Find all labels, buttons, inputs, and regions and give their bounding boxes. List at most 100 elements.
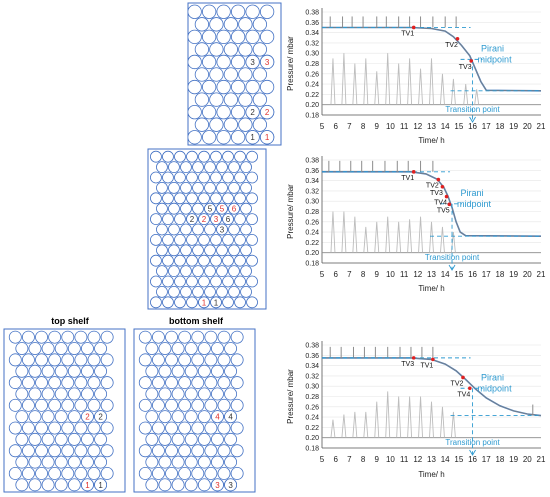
vial — [194, 92, 210, 107]
vial — [191, 376, 205, 390]
transition-point-label: Transition point — [445, 438, 500, 447]
x-tick-label: 9 — [375, 270, 380, 279]
vial-tray-diagrams: 3 32 21 15 5 62 2 3 631 12 21 14 43 3 — [3, 2, 282, 493]
vial — [216, 54, 231, 70]
vial-label: 6 — [232, 205, 237, 214]
vial — [234, 213, 246, 226]
vial — [138, 376, 152, 390]
vial — [165, 398, 179, 412]
vial — [217, 330, 231, 344]
vial — [80, 432, 94, 446]
vial — [48, 330, 62, 344]
vial — [178, 330, 192, 344]
vial — [178, 398, 192, 412]
y-tick-label: 0.32 — [305, 40, 319, 47]
marked-vial — [245, 130, 260, 145]
capacitance-spike — [374, 401, 380, 438]
vial — [156, 223, 168, 236]
vial — [259, 79, 275, 95]
midpoint-label: midpoint — [457, 199, 492, 209]
vial — [230, 421, 244, 435]
vial — [246, 150, 258, 163]
pressure-chart-3: 0.18 0.20 0.22 0.24 0.26 0.28 0.30 0.32 0.34 0.36… — [286, 341, 546, 479]
vial — [180, 161, 192, 174]
vial-label: 5 — [208, 205, 213, 214]
vial — [210, 233, 222, 246]
vial — [165, 330, 179, 344]
y-tick-label: 0.30 — [305, 384, 319, 391]
vial — [240, 181, 252, 194]
vial — [223, 117, 239, 132]
midpoint-label: midpoint — [478, 54, 513, 64]
vial — [198, 171, 210, 184]
vial — [35, 353, 49, 367]
vial — [48, 376, 62, 390]
midpoint-label: midpoint — [478, 383, 513, 393]
x-tick-label: 8 — [361, 270, 366, 279]
vial — [238, 117, 253, 132]
vial — [230, 79, 246, 95]
vial — [178, 444, 192, 458]
vial — [21, 376, 35, 390]
vial — [41, 387, 55, 401]
marked-vial — [259, 104, 275, 120]
x-axis-title: Time/ h — [418, 470, 444, 479]
vial — [246, 213, 258, 226]
vial — [194, 67, 210, 82]
vial — [156, 181, 168, 194]
vial — [171, 387, 185, 401]
x-tick-label: 8 — [361, 455, 366, 464]
capacitance-spike — [418, 216, 423, 253]
vial-label: 1 — [202, 298, 207, 307]
tv-point — [411, 170, 416, 174]
vial — [240, 285, 252, 298]
vial — [100, 330, 114, 344]
vial — [197, 455, 211, 469]
vial — [48, 398, 62, 412]
marked-vial — [80, 410, 94, 424]
vial — [171, 455, 185, 469]
vial — [8, 467, 22, 480]
vial — [210, 192, 222, 205]
vial — [222, 275, 234, 288]
y-tick-label: 0.28 — [305, 394, 319, 401]
vial — [180, 181, 192, 194]
vial — [197, 342, 211, 355]
capacitance-spike — [352, 216, 358, 253]
x-tick-label: 5 — [320, 270, 325, 279]
vial — [228, 181, 240, 194]
y-tick-label: 0.26 — [305, 404, 319, 411]
vial — [162, 233, 174, 246]
vial — [197, 432, 211, 446]
vial-label: 1 — [98, 481, 103, 490]
x-tick-label: 10 — [386, 270, 395, 279]
vial — [234, 233, 246, 246]
marked-vial — [228, 202, 240, 215]
x-tick-label: 5 — [320, 455, 325, 464]
vial — [228, 244, 240, 257]
vial — [222, 192, 234, 205]
vial — [8, 398, 22, 412]
vial — [100, 421, 114, 435]
vial — [87, 376, 101, 390]
capacitance-spike — [363, 411, 369, 438]
y-tick-label: 0.22 — [305, 240, 319, 247]
vial — [192, 244, 204, 257]
x-tick-label: 17 — [482, 270, 491, 279]
vial — [15, 455, 29, 469]
vial — [230, 29, 246, 45]
vial — [192, 265, 204, 278]
x-tick-label: 14 — [441, 455, 450, 464]
x-tick-label: 21 — [537, 122, 546, 131]
vial — [67, 455, 81, 469]
vial — [150, 275, 162, 288]
vial — [201, 29, 217, 45]
vial — [35, 376, 49, 390]
vial — [80, 387, 94, 401]
pressure-charts: 0.18 0.20 0.22 0.24 0.26 0.28 0.30 0.32 0.34 0.36… — [286, 8, 546, 479]
tv-label: TV2 — [451, 380, 464, 387]
y-tick-label: 0.30 — [305, 51, 319, 58]
vial — [223, 92, 239, 107]
capacitance-spike — [429, 221, 434, 253]
